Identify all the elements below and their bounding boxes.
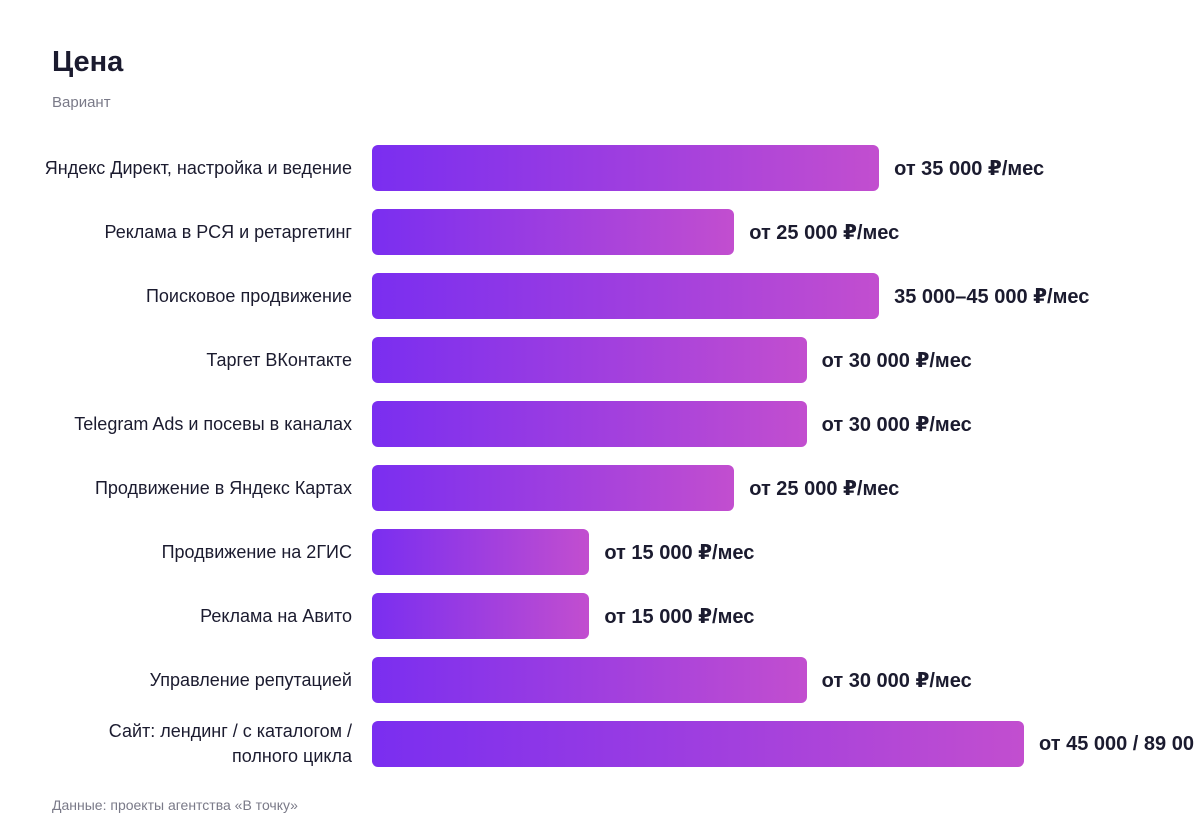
bar — [372, 401, 807, 447]
bar — [372, 529, 590, 575]
bar — [372, 721, 1024, 767]
category-label: Управление репутацией — [149, 669, 352, 690]
bar — [372, 657, 807, 703]
value-label: от 35 000 ₽/мес — [894, 157, 1045, 180]
category-label: Продвижение в Яндекс Картах — [94, 477, 352, 498]
value-label: от 25 000 ₽/мес — [749, 221, 900, 244]
category-label: Таргет ВКонтакте — [206, 349, 352, 370]
bar — [372, 593, 590, 639]
value-label: от 45 000 / 89 00 — [1039, 732, 1194, 755]
bar — [372, 273, 880, 319]
category-label: Продвижение на 2ГИС — [161, 541, 352, 562]
value-label: от 30 000 ₽/мес — [821, 669, 972, 692]
bar — [372, 145, 880, 191]
value-label: 35 000–45 000 ₽/мес — [894, 285, 1090, 308]
value-label: от 15 000 ₽/мес — [604, 541, 755, 564]
category-label: Яндекс Директ, настройка и ведение — [44, 157, 352, 178]
category-label: Telegram Ads и посевы в каналах — [74, 413, 352, 434]
category-label: Поисковое продвижение — [145, 285, 352, 306]
chart-subtitle: Вариант — [52, 94, 111, 111]
value-label: от 25 000 ₽/мес — [749, 477, 900, 500]
category-label: Реклама на Авито — [200, 605, 352, 626]
chart-title: Цена — [52, 46, 124, 78]
category-label: Сайт: лендинг / с каталогом / полного ци… — [108, 721, 352, 766]
bar — [372, 465, 735, 511]
bar — [372, 337, 807, 383]
category-label: Реклама в РСЯ и ретаргетинг — [104, 221, 353, 242]
value-label: от 15 000 ₽/мес — [604, 605, 755, 628]
bar — [372, 209, 735, 255]
source-note: Данные: проекты агентства «В точку» — [52, 797, 298, 813]
value-label: от 30 000 ₽/мес — [821, 413, 972, 436]
value-label: от 30 000 ₽/мес — [821, 349, 972, 372]
